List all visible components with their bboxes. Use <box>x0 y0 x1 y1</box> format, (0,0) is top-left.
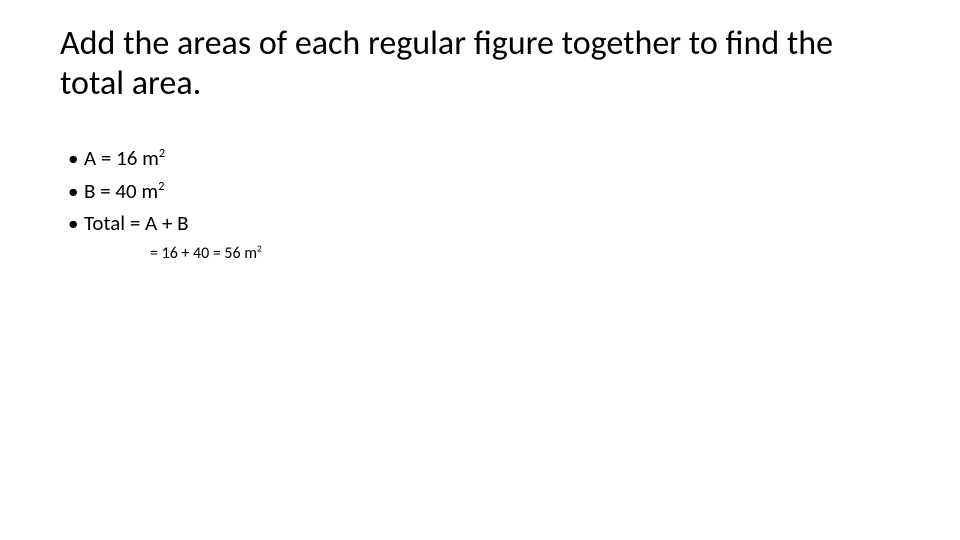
bullet-item-total: Total = A + B <box>68 207 900 240</box>
calculation-text: = 16 + 40 = 56 m <box>150 244 257 263</box>
slide: Add the areas of each regular figure tog… <box>0 0 960 540</box>
bullet-b-text: B = 40 m <box>84 178 158 204</box>
bullet-a-exponent: 2 <box>159 146 165 161</box>
slide-title: Add the areas of each regular figure tog… <box>60 24 900 104</box>
calculation-exponent: 2 <box>257 244 262 255</box>
bullet-item-a: A = 16 m2 <box>68 142 900 175</box>
bullet-item-b: B = 40 m2 <box>68 175 900 208</box>
bullet-total-text: Total = A + B <box>84 210 189 236</box>
bullet-a-text: A = 16 m <box>84 145 159 171</box>
total-calculation-line: = 16 + 40 = 56 m2 <box>60 244 900 263</box>
bullet-b-exponent: 2 <box>158 179 164 194</box>
bullet-list: A = 16 m2 B = 40 m2 Total = A + B <box>60 142 900 240</box>
